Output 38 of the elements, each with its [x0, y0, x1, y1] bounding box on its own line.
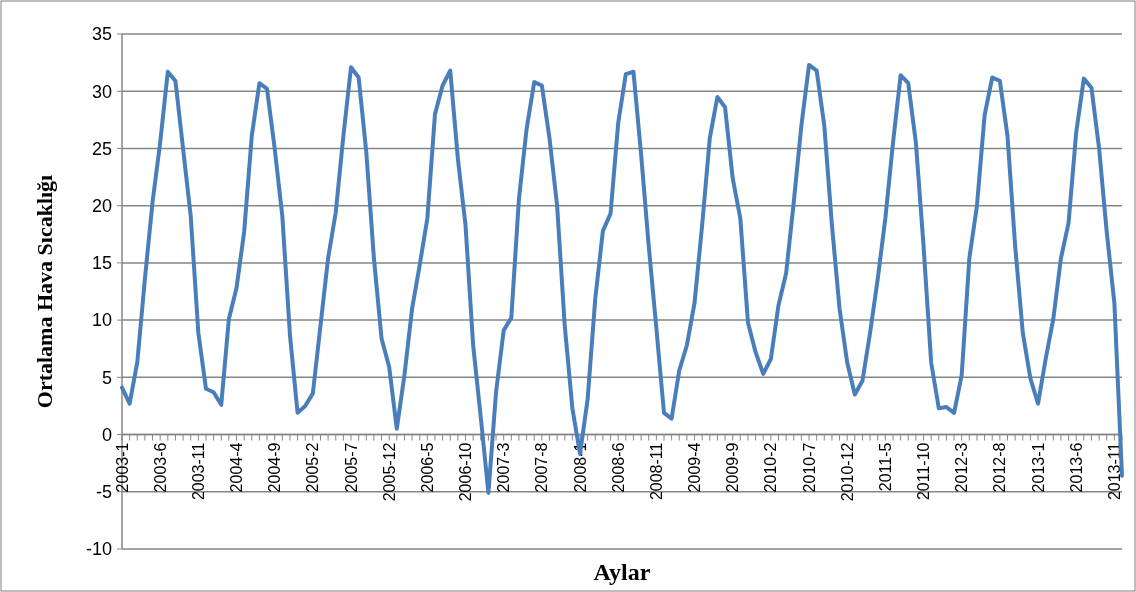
- y-axis-title: Ortalama Hava Sıcaklığı: [32, 174, 57, 409]
- y-tick-label: -10: [85, 539, 112, 560]
- y-tick-label: 10: [91, 310, 112, 331]
- x-tick-label: 2006-5: [418, 442, 436, 493]
- x-tick-label: 2010-12: [838, 442, 856, 502]
- x-tick-label: 2011-10: [915, 442, 933, 501]
- x-tick-label: 2010-2: [762, 442, 780, 493]
- x-tick-label: 2008-6: [609, 442, 627, 493]
- x-tick-label: 2008-1: [571, 442, 589, 493]
- y-tick-label: 0: [101, 424, 112, 445]
- x-tick-label: 2008-11: [647, 442, 665, 501]
- y-tick-label: 25: [91, 138, 112, 159]
- x-tick-label: 2010-7: [800, 442, 818, 493]
- x-tick-label: 2009-9: [724, 442, 742, 493]
- x-tick-label: 2003-1: [113, 442, 131, 493]
- x-tick-label: 2003-6: [151, 442, 169, 493]
- x-tick-label: 2005-2: [304, 442, 322, 493]
- x-tick-label: 2012-8: [991, 442, 1009, 493]
- x-tick-label: 2011-5: [876, 442, 894, 492]
- x-tick-label: 2012-3: [953, 442, 971, 493]
- x-tick-label: 2013-6: [1067, 442, 1085, 493]
- x-tick-label: 2007-3: [495, 442, 513, 493]
- x-tick-label: 2005-7: [342, 442, 360, 493]
- x-tick-label: 2004-4: [228, 442, 246, 493]
- y-tick-label: 15: [91, 253, 112, 274]
- x-tick-label: 2003-11: [189, 442, 207, 501]
- y-tick-label: 20: [91, 195, 112, 216]
- y-tick-label: 30: [91, 81, 112, 102]
- x-tick-label: 2005-12: [380, 442, 398, 502]
- x-axis-title: Aylar: [593, 559, 651, 585]
- x-tick-label: 2006-10: [457, 442, 475, 502]
- y-tick-label: -5: [95, 482, 112, 503]
- y-tick-label: 5: [101, 367, 112, 388]
- x-tick-label: 2013-1: [1029, 442, 1047, 493]
- y-tick-label: 35: [91, 24, 112, 45]
- x-tick-label: 2009-4: [686, 442, 704, 493]
- x-tick-label: 2007-8: [533, 442, 551, 493]
- x-tick-label: 2004-9: [266, 442, 284, 493]
